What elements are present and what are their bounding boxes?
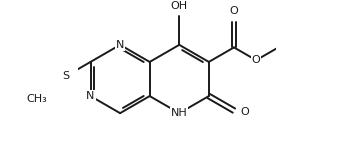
Text: S: S bbox=[62, 71, 69, 81]
Text: N: N bbox=[86, 91, 95, 101]
Text: NH: NH bbox=[171, 108, 188, 118]
Text: CH₃: CH₃ bbox=[27, 94, 47, 104]
Text: N: N bbox=[116, 40, 124, 50]
Text: O: O bbox=[252, 55, 261, 65]
Text: OH: OH bbox=[171, 1, 188, 11]
Text: O: O bbox=[230, 6, 238, 16]
Text: O: O bbox=[240, 107, 249, 117]
